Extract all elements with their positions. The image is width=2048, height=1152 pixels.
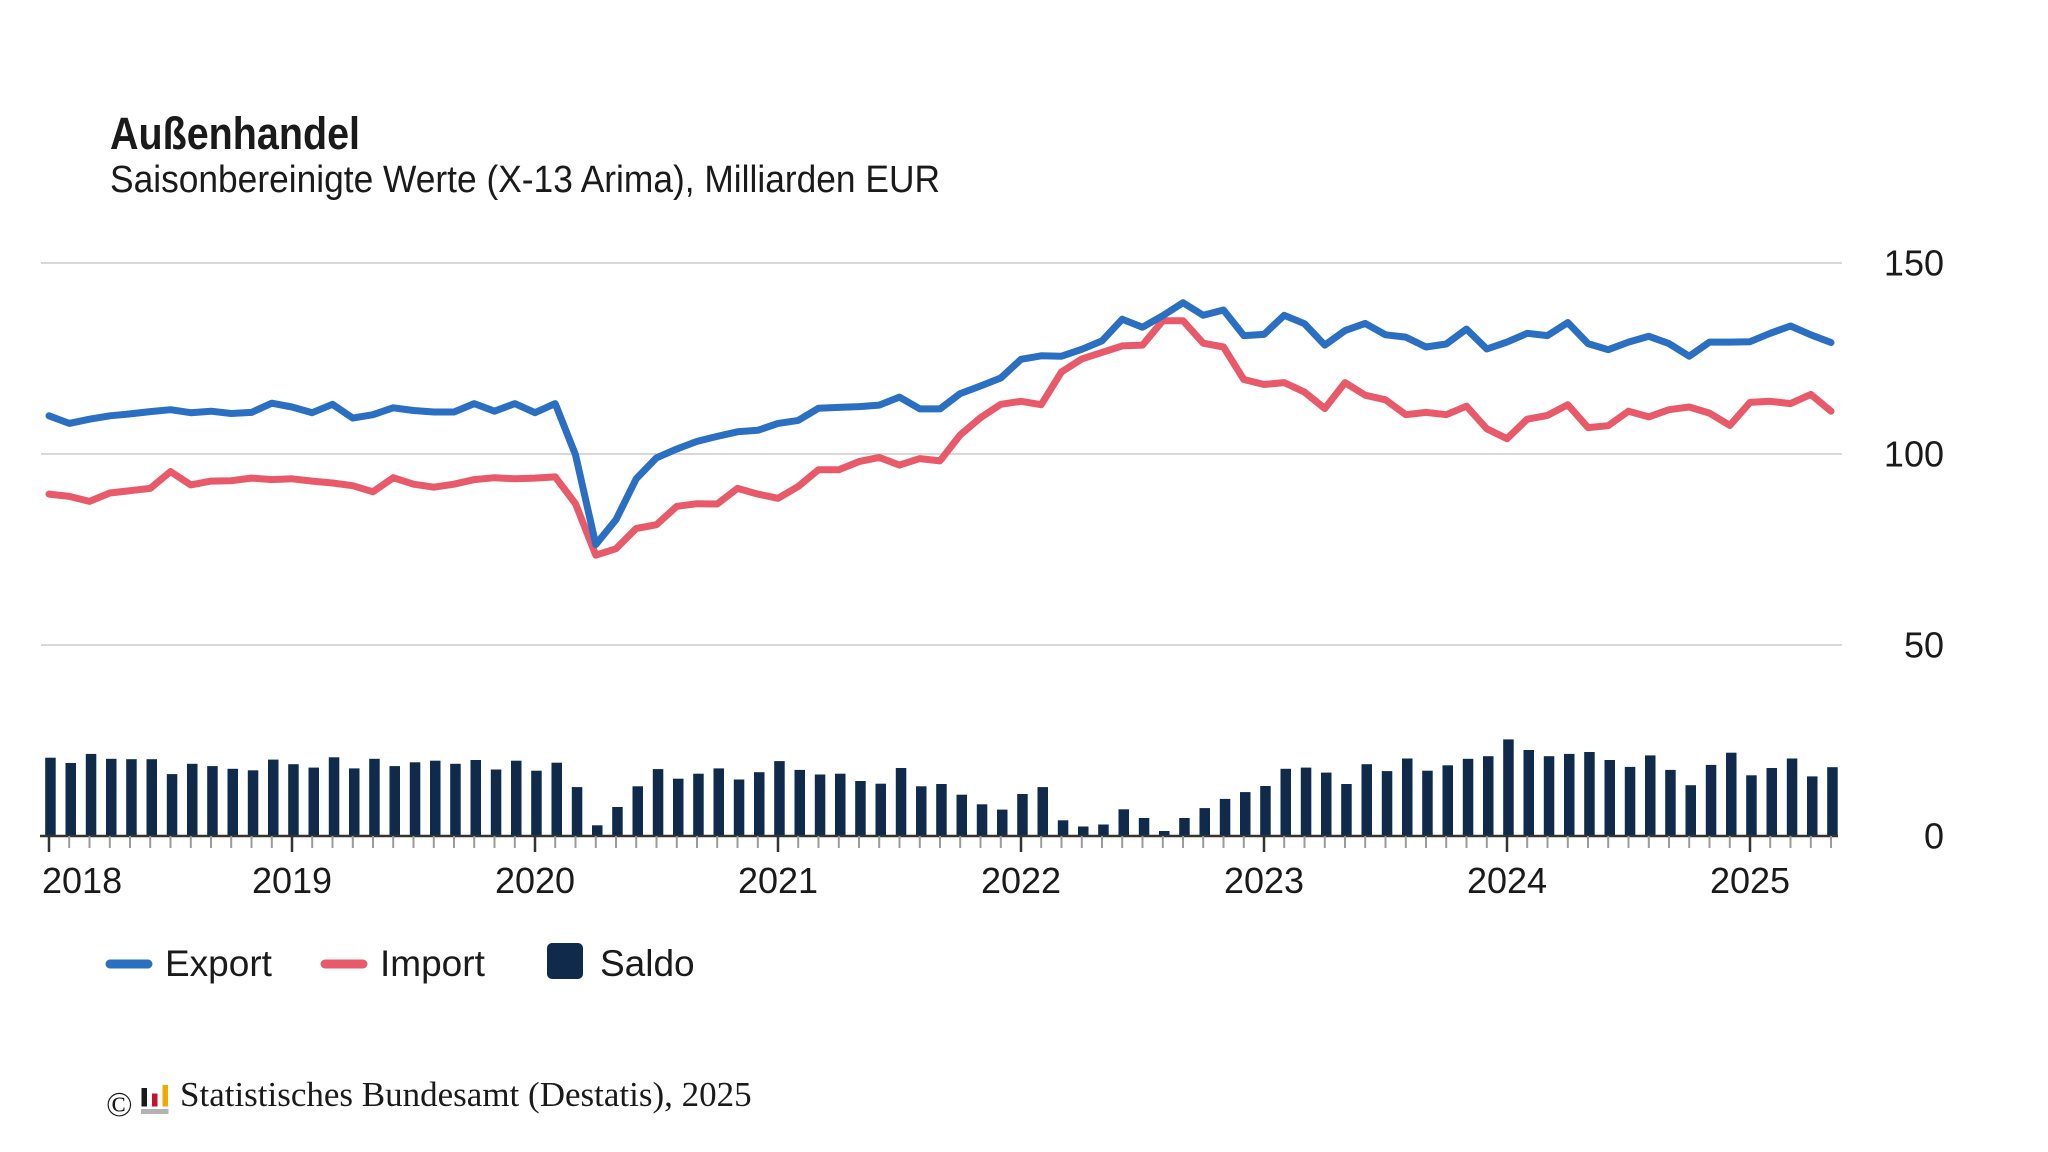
svg-text:2024: 2024 (1467, 860, 1547, 901)
svg-text:2022: 2022 (981, 860, 1061, 901)
svg-text:Saldo: Saldo (600, 943, 695, 984)
svg-text:Statistisches Bundesamt (Desta: Statistisches Bundesamt (Destatis), 2025 (180, 1075, 752, 1114)
svg-text:100: 100 (1884, 434, 1944, 475)
svg-text:2018: 2018 (42, 860, 122, 901)
svg-text:0: 0 (1924, 816, 1944, 857)
svg-text:2023: 2023 (1224, 860, 1304, 901)
svg-text:150: 150 (1884, 243, 1944, 284)
svg-text:Außenhandel: Außenhandel (110, 108, 360, 159)
svg-text:Import: Import (380, 943, 486, 984)
svg-text:2021: 2021 (738, 860, 818, 901)
svg-text:2020: 2020 (495, 860, 575, 901)
svg-text:2025: 2025 (1710, 860, 1790, 901)
svg-text:Saisonbereinigte Werte (X-13 A: Saisonbereinigte Werte (X-13 Arima), Mil… (110, 159, 940, 201)
svg-text:2019: 2019 (252, 860, 332, 901)
svg-text:Export: Export (165, 943, 273, 984)
svg-text:50: 50 (1904, 625, 1944, 666)
svg-text:©: © (106, 1085, 133, 1124)
